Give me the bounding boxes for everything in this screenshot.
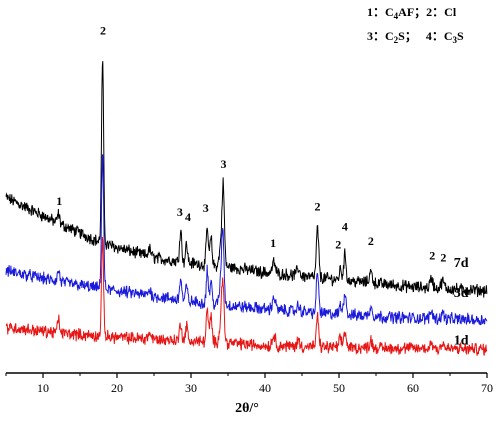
peak-label-5: 3 [221, 157, 227, 171]
peak-label-10: 2 [368, 234, 374, 248]
legend-line-1: 1：C4AF；2：Cl [367, 5, 457, 21]
series-labels: 7d 3d 1d [454, 256, 469, 349]
x-tick-label-10: 10 [37, 381, 49, 395]
legend-line-1-b: AF；2：Cl [398, 5, 457, 19]
legend-line-2-b: S； 4：C [398, 29, 452, 43]
legend-line-1-a: 1：C [367, 5, 394, 19]
series-line-3d [5, 154, 488, 326]
peak-label-7: 2 [315, 199, 321, 213]
peak-label-6: 1 [270, 236, 276, 250]
peak-label-0: 1 [56, 194, 62, 208]
x-tick-label-70: 70 [481, 381, 493, 395]
axes: 10 20 30 40 50 60 70 2θ/° [5, 372, 493, 416]
x-axis-title: 2θ/° [235, 401, 259, 416]
legend-line-2-c: S [457, 29, 464, 43]
x-tick-label-40: 40 [259, 381, 271, 395]
series-label-3d: 3d [454, 286, 469, 301]
series-label-7d: 7d [454, 256, 469, 271]
legend-line-2-a: 3：C [367, 29, 394, 43]
peak-label-9: 4 [342, 219, 348, 233]
x-tick-label-20: 20 [111, 381, 123, 395]
peak-label-11: 2 [429, 249, 435, 263]
x-tick-label-30: 30 [185, 381, 197, 395]
series-line-1d [5, 236, 488, 356]
peak-label-2: 3 [177, 205, 183, 219]
series-label-1d: 1d [454, 334, 469, 349]
peak-label-4: 3 [203, 201, 209, 215]
peak-label-1: 2 [100, 24, 106, 38]
legend: 1：C4AF；2：Cl 3：C2S； 4：C3S [367, 5, 464, 45]
legend-line-1-a-sub: 4 [394, 11, 399, 21]
x-tick-label-50: 50 [333, 381, 345, 395]
peak-label-3: 4 [185, 210, 191, 224]
legend-line-2-a-sub: 2 [394, 35, 399, 45]
peak-label-8: 2 [335, 238, 341, 252]
series-line-7d [5, 61, 488, 298]
legend-line-2: 3：C2S； 4：C3S [367, 29, 464, 45]
series-lines [5, 61, 488, 356]
x-tick-label-60: 60 [407, 381, 419, 395]
peak-label-12: 2 [440, 250, 446, 264]
x-ticks: 10 20 30 40 50 60 70 [5, 373, 493, 395]
legend-line-2-b-sub: 3 [453, 35, 458, 45]
